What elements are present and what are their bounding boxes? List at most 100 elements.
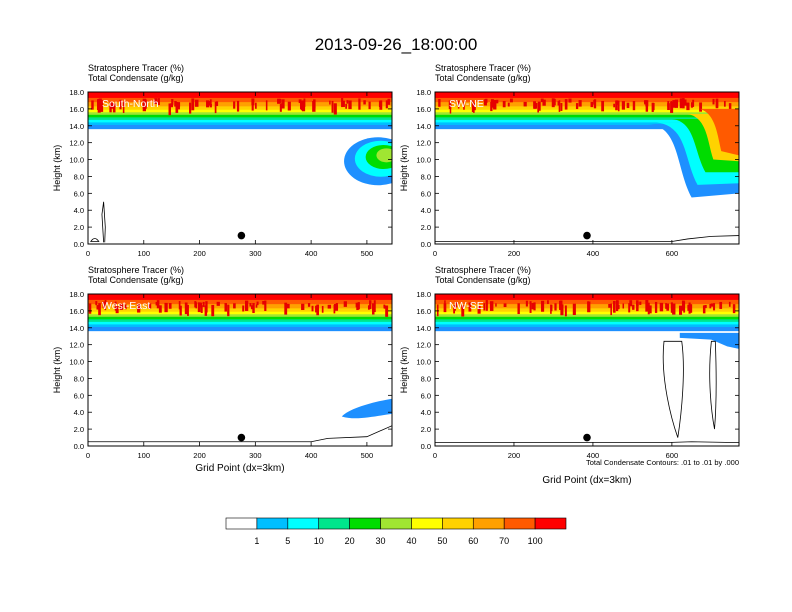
tracer-streak — [342, 100, 345, 107]
y-tick-label: 6.0 — [74, 189, 84, 198]
tracer-streak — [719, 301, 723, 309]
colorbar-box — [349, 517, 381, 530]
tracer-streak — [643, 100, 647, 104]
y-tick-label: 18.0 — [69, 88, 84, 97]
tracer-streak — [97, 100, 101, 113]
tracer-streak — [369, 300, 372, 310]
x-tick-label: 200 — [193, 249, 206, 258]
tracer-streak — [621, 101, 625, 110]
plot-area — [435, 92, 739, 244]
tracer-streak — [164, 302, 168, 313]
tracer-streak — [249, 303, 252, 307]
tracer-streak — [348, 100, 352, 110]
tracer-streak — [99, 99, 103, 104]
tracer-streak — [628, 303, 631, 313]
colorbar-label: 30 — [376, 536, 386, 546]
tracer-streak — [670, 101, 674, 113]
tracer-streak — [168, 103, 171, 116]
colorbar-box — [442, 517, 474, 530]
field-label-condensate: Total Condensate (g/kg) — [88, 275, 184, 285]
y-tick-label: 10.0 — [416, 156, 431, 165]
x-tick-label: 500 — [361, 249, 374, 258]
condensate-contour — [435, 441, 739, 444]
tracer-streak — [206, 103, 210, 107]
tracer-band-4 — [88, 113, 392, 118]
tracer-streak — [461, 305, 465, 317]
tracer-streak — [255, 304, 258, 308]
tracer-streak — [622, 303, 625, 309]
y-tick-label: 14.0 — [69, 324, 84, 333]
y-tick-label: 16.0 — [416, 307, 431, 316]
x-tick-label: 400 — [587, 249, 600, 258]
tracer-dip — [679, 332, 739, 349]
tracer-band-2 — [435, 321, 739, 325]
tracer-band-5 — [88, 313, 392, 317]
tracer-streak — [124, 304, 127, 310]
condensate-contour — [709, 340, 717, 430]
tracer-streak — [119, 99, 122, 110]
tracer-streak — [648, 305, 652, 314]
x-tick-label: 400 — [305, 451, 318, 460]
tracer-streak — [554, 303, 557, 311]
tracer-streak — [503, 303, 507, 308]
y-tick-label: 8.0 — [74, 374, 84, 383]
tracer-streak — [547, 300, 549, 304]
tracer-streak — [184, 302, 188, 315]
y-tick-label: 12.0 — [416, 139, 431, 148]
tracer-streak — [523, 101, 527, 107]
tracer-streak — [564, 305, 567, 317]
tracer-streak — [262, 301, 266, 305]
location-marker — [583, 433, 591, 442]
tracer-streak — [575, 103, 579, 110]
x-tick-label: 100 — [138, 451, 151, 460]
tracer-streak — [157, 98, 160, 106]
tracer-streak — [692, 99, 695, 107]
tracer-streak — [610, 303, 612, 316]
tracer-streak — [102, 301, 105, 309]
x-tick-label: 400 — [305, 249, 318, 258]
tracer-streak — [233, 303, 236, 309]
tracer-streak — [438, 98, 441, 107]
tracer-streak — [194, 301, 197, 308]
tracer-streak — [195, 99, 199, 107]
tracer-streak — [122, 101, 125, 114]
tracer-streak — [710, 303, 714, 307]
tracer-streak — [542, 99, 546, 106]
tracer-streak — [453, 305, 456, 311]
x-axis-label: Grid Point (dx=3km) — [195, 463, 284, 474]
tracer-band-2 — [88, 119, 392, 123]
tracer-streak — [659, 302, 664, 312]
tracer-streak — [471, 100, 474, 113]
tracer-streak — [629, 300, 633, 307]
tracer-streak — [385, 100, 388, 109]
tracer-streak — [175, 102, 179, 113]
tracer-streak — [557, 101, 560, 106]
tracer-streak — [702, 305, 706, 314]
y-tick-label: 14.0 — [416, 122, 431, 131]
tracer-band-10 — [435, 92, 739, 98]
tracer-streak — [158, 305, 162, 313]
tracer-band-0 — [435, 326, 739, 332]
x-tick-label: 0 — [86, 451, 90, 460]
tracer-streak — [626, 102, 630, 109]
colorbar-box — [534, 517, 567, 530]
tracer-band-9 — [88, 97, 392, 103]
tracer-band-8 — [435, 303, 739, 309]
tracer-streak — [632, 101, 636, 111]
tracer-streak — [281, 99, 285, 109]
tracer-streak — [372, 303, 375, 315]
tracer-streak — [728, 103, 732, 110]
tracer-streak — [179, 305, 182, 316]
tracer-streak — [327, 304, 332, 309]
tracer-streak — [307, 303, 311, 307]
tracer-streak — [198, 302, 203, 308]
tracer-streak — [211, 304, 215, 317]
tracer-band-6 — [435, 310, 739, 315]
tracer-streak — [301, 100, 306, 112]
y-tick-label: 12.0 — [416, 341, 431, 350]
panel-2: West-East Stratosphere Tracer (%)Total Co… — [52, 265, 393, 474]
tracer-streak — [251, 99, 254, 111]
y-tick-label: 0.0 — [74, 240, 84, 249]
tracer-streak — [329, 100, 331, 105]
